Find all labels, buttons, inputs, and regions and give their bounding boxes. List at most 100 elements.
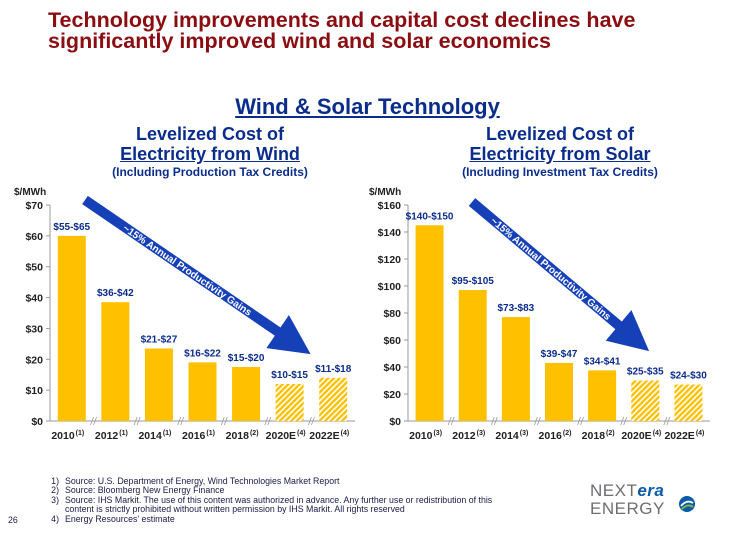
wind-category-name: 2018 [226,430,250,442]
solar-axis-break-3 [577,416,584,426]
wind-bar-2010 [57,235,86,421]
wind-category-label-2: 2014(1) [138,430,171,442]
wind-category-label-0: 2010(1) [51,430,84,442]
wind-y-unit-label: $/MWh [14,187,46,198]
wind-bar-2016 [188,362,217,421]
wind-axis-break-1 [133,416,141,426]
solar-category-label-6: 2022E(4) [664,430,704,442]
wind-category-label-4: 2018(2) [226,430,259,442]
logo-part-era: era [637,481,665,500]
footnote-number: 1) [51,476,59,486]
solar-category-note: (3) [433,430,442,437]
wind-data-label-5: $10-$15 [271,370,308,381]
solar-category-label-0: 2010(3) [409,430,442,442]
solar-bar-2014 [501,317,530,421]
solar-category-label-3: 2016(2) [539,430,572,442]
wind-category-name: 2012 [95,430,119,442]
footnote-text: Energy Resources' estimate [65,513,175,524]
solar-y-tick-label-6: $120 [378,254,402,266]
wind-y-tick-label-4: $40 [25,293,43,305]
wind-y-tick-label-7: $70 [25,200,43,212]
solar-y-tick-label-0: $0 [389,416,401,428]
solar-axis-break-5 [663,416,671,426]
solar-axis-break-2 [534,416,541,426]
solar-category-name: 2010 [409,430,433,442]
solar-bar-2012 [458,290,487,421]
solar-y-tick-label-3: $60 [383,335,401,347]
solar-category-note: (4) [696,430,705,437]
page-number: 26 [8,515,18,525]
wind-category-note: (1) [206,430,215,437]
solar-category-label-1: 2012(3) [452,430,485,442]
wind-trend-arrow-shaft [82,195,311,355]
solar-data-label-3: $39-$47 [541,349,578,360]
solar-chart-heading: Levelized Cost of Electricity from Solar… [410,124,710,179]
footnote-2: 2) Source: Bloomberg New Energy Finance [37,485,492,496]
footnote-number: 2) [51,485,59,496]
wind-data-label-6: $11-$18 [315,364,352,375]
wind-subtitle: (Including Production Tax Credits) [112,165,308,179]
solar-category-note: (2) [563,430,572,437]
solar-data-label-0: $140-$150 [406,211,454,222]
solar-lcoe-chart: $/MWh $0 $20 $40 $60 $80 $100 $120 $140 $160 $140-… [369,187,710,442]
footnote-number: 4) [51,513,59,524]
solar-category-label-2: 2014(3) [495,430,528,442]
footnote-text: content is strictly prohibited without w… [65,504,405,515]
wind-data-label-3: $16-$22 [184,348,221,359]
solar-bar-2020E [631,380,660,421]
wind-category-label-1: 2012(1) [95,430,128,442]
logo-wordmark-energy: ENERGY [590,499,665,518]
solar-category-name: 2022E [664,430,694,442]
wind-trend-annotation: ~15% Annual Productivity Gains [121,223,254,319]
solar-category-note: (3) [520,430,529,437]
solar-category-note: (4) [653,430,662,437]
solar-category-name: 2020E [621,430,651,442]
wind-category-note: (1) [119,430,128,437]
solar-data-label-5: $25-$35 [627,367,664,378]
footnote-1: 1) Source: U.S. Department of Energy, Win… [37,476,492,486]
wind-category-note: (4) [297,430,306,437]
wind-category-label-5: 2020E(4) [266,430,306,442]
solar-title-line-2: Electricity from Solar [469,144,651,164]
wind-chart-heading: Levelized Cost of Electricity from Wind … [60,124,360,179]
wind-y-tick-label-6: $60 [25,231,43,243]
wind-category-label-3: 2016(1) [182,430,215,442]
wind-data-label-0: $55-$65 [53,222,90,233]
wind-data-label-2: $21-$27 [141,334,178,345]
wind-axis-break-4 [264,416,272,426]
solar-category-name: 2012 [452,430,476,442]
wind-bar-2012 [101,302,130,421]
wind-bar-2020E [275,383,304,421]
section-title-text: Wind & Solar Technology [235,94,500,119]
footnote-5: 4) Energy Resources' estimate [37,513,492,524]
wind-title-line-1: Levelized Cost of [135,124,285,144]
nextera-energy-logo: NEXTera ENERGY [590,481,700,523]
solar-bar-2018 [588,370,617,421]
wind-category-note: (4) [341,430,350,437]
solar-y-tick-label-7: $140 [378,227,402,239]
footnote-4: content is strictly prohibited without w… [37,504,492,515]
wind-category-note: (2) [250,430,259,437]
headline: Technology improvements and capital cost… [48,9,708,53]
wind-bar-2022E [319,377,348,421]
wind-data-label-4: $15-$20 [228,353,265,364]
solar-y-tick-label-1: $20 [383,389,401,401]
wind-data-label-1: $36-$42 [97,288,134,299]
solar-category-label-5: 2020E(4) [621,430,661,442]
logo-part-next: NEXT [590,481,638,500]
wind-y-tick-label-5: $50 [25,262,43,274]
wind-category-name: 2010 [51,430,75,442]
solar-y-tick-label-4: $80 [383,308,401,320]
footnote-text: Source: Bloomberg New Energy Finance [65,485,225,496]
wind-category-label-6: 2022E(4) [309,430,349,442]
solar-y-unit-label: $/MWh [369,187,401,198]
footnote-text: Source: IHS Markit. The use of this cont… [65,494,493,505]
wind-category-name: 2022E [309,430,339,442]
solar-y-tick-label-5: $100 [378,281,402,293]
solar-data-label-6: $24-$30 [670,371,707,382]
headline-line-2: significantly improved wind and solar ec… [48,29,551,53]
solar-bar-2022E [674,384,703,421]
wind-category-name: 2016 [182,430,206,442]
solar-category-name: 2016 [539,430,563,442]
wind-category-name: 2020E [266,430,296,442]
